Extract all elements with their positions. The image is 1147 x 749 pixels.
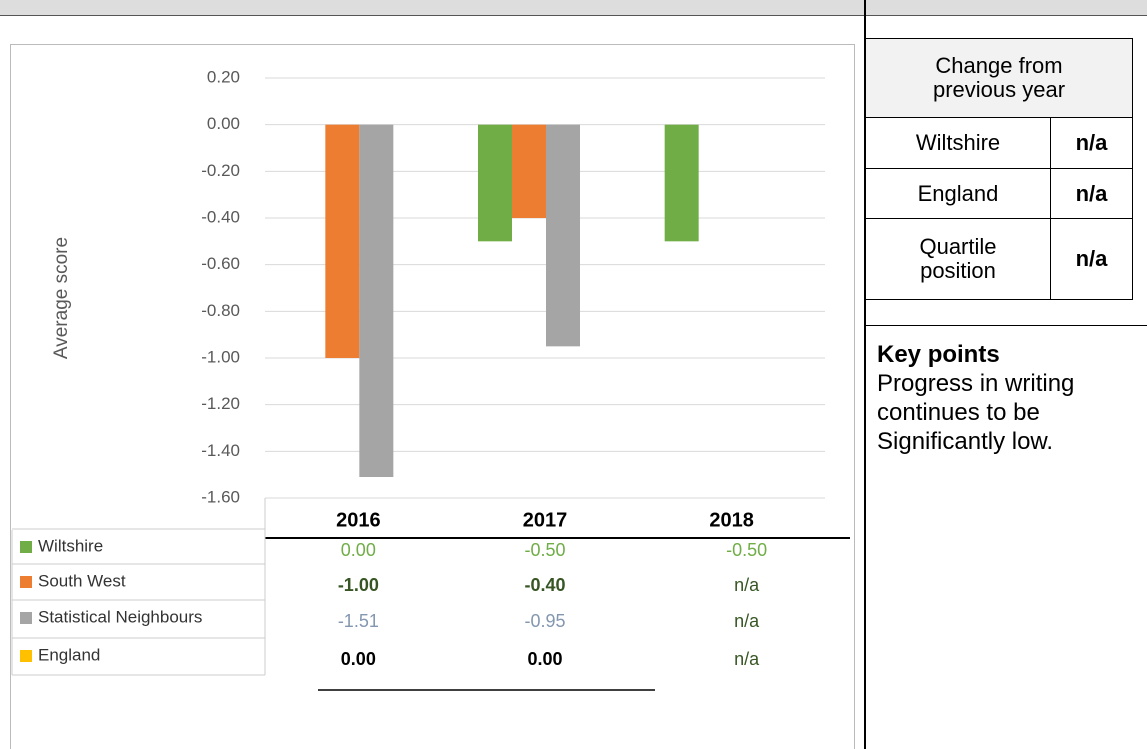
y-tick-label: -0.20	[201, 161, 240, 180]
data-label: -1.00	[338, 575, 379, 595]
bar	[478, 124, 512, 242]
row-label: Wiltshire	[865, 117, 1051, 169]
legend-swatch	[20, 541, 32, 553]
y-tick-label: -1.00	[201, 347, 240, 366]
legend-swatch	[20, 576, 32, 588]
bar	[664, 124, 699, 242]
key-points-title: Key points	[877, 341, 1000, 368]
table-header: Change from previous year	[865, 38, 1133, 118]
key-points-text: Progress in writing continues to be Sign…	[877, 370, 1075, 455]
data-label: n/a	[734, 611, 760, 631]
row-value: n/a	[1050, 168, 1133, 219]
x-tick-label: 2018	[709, 509, 754, 531]
bar	[325, 124, 360, 359]
y-tick-label: 0.00	[207, 114, 240, 133]
key-points: Key points Progress in writing continues…	[877, 340, 1139, 456]
y-tick-label: -0.80	[201, 301, 240, 320]
legend-swatch	[20, 612, 32, 624]
left-frame	[10, 44, 855, 749]
row-value: n/a	[1050, 117, 1133, 169]
bar	[512, 124, 546, 218]
y-tick-label: -1.60	[201, 487, 240, 506]
bar	[359, 124, 394, 478]
divider	[864, 0, 866, 749]
data-label: 0.00	[341, 540, 376, 560]
data-label: -0.50	[726, 540, 767, 560]
top-strip	[0, 0, 1147, 16]
separator	[865, 325, 1147, 326]
y-tick-label: -0.60	[201, 254, 240, 273]
legend-label: Wiltshire	[38, 536, 103, 555]
data-label: 0.00	[341, 649, 376, 669]
y-tick-label: -0.40	[201, 207, 240, 226]
data-label: -0.50	[524, 540, 565, 560]
legend-label: South West	[38, 571, 126, 590]
y-tick-label: 0.20	[207, 67, 240, 86]
bar	[546, 124, 580, 347]
data-label: -0.95	[524, 611, 565, 631]
data-label: n/a	[734, 575, 760, 595]
x-tick-label: 2016	[336, 509, 381, 531]
data-label: -1.51	[338, 611, 379, 631]
row-label: England	[865, 168, 1051, 219]
x-tick-label: 2017	[523, 509, 568, 531]
row-label: Quartile position	[865, 218, 1051, 300]
data-label: -0.40	[524, 575, 565, 595]
y-tick-label: -1.40	[201, 441, 240, 460]
side-panel: Change from previous year Wiltshire n/a …	[865, 0, 1147, 749]
legend-swatch	[20, 650, 32, 662]
data-label: n/a	[734, 649, 760, 669]
chart: Average score 0.20 0.00 -0.20 -0.40 -0.60 -0.…	[11, 67, 850, 691]
y-tick-label: -1.20	[201, 394, 240, 413]
legend-label: Statistical Neighbours	[38, 607, 202, 626]
row-value: n/a	[1050, 218, 1133, 300]
legend-label: England	[38, 645, 100, 664]
data-label: 0.00	[527, 649, 562, 669]
y-axis-label: Average score	[51, 237, 72, 359]
